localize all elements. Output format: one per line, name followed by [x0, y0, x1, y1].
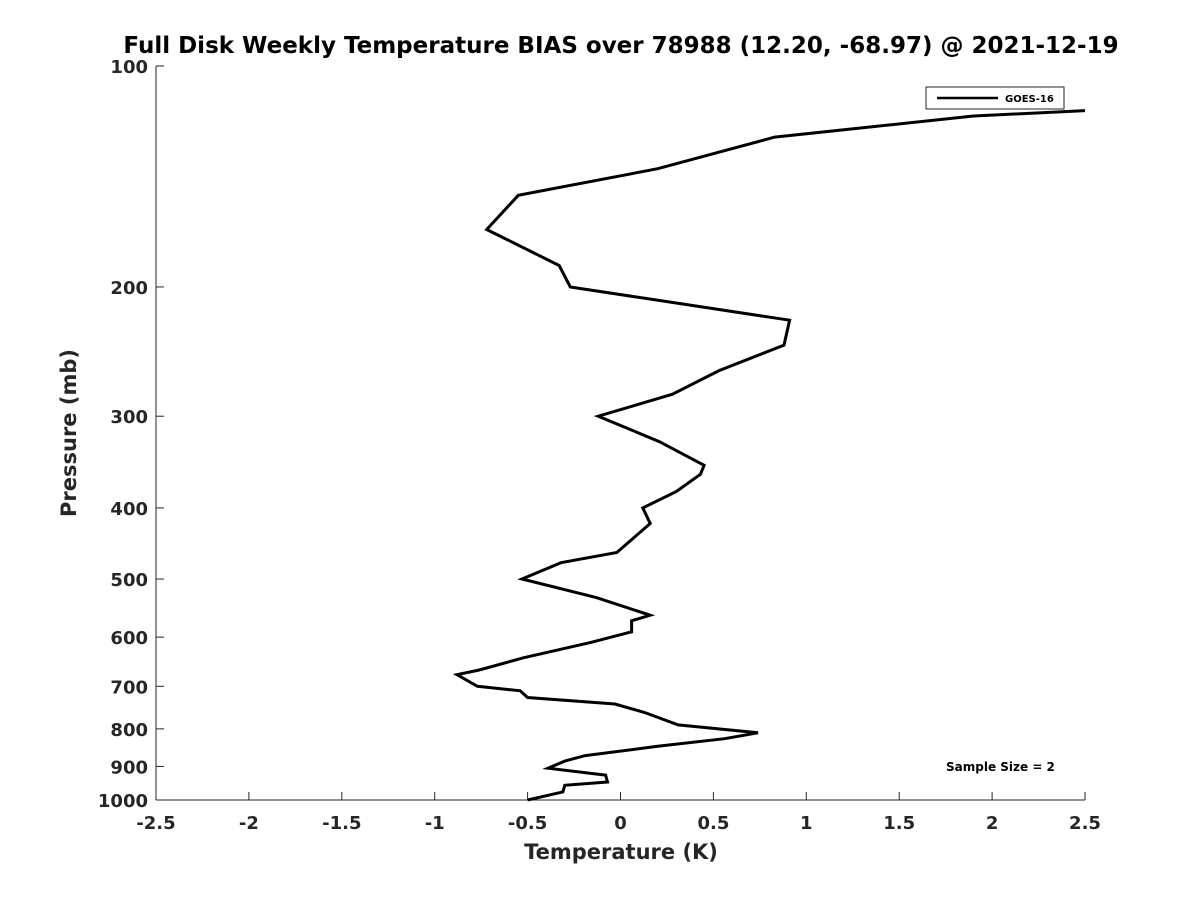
legend: GOES-16	[925, 86, 1065, 110]
x-tick-label: 0.5	[697, 813, 729, 834]
y-tick-label: 1000	[98, 791, 148, 812]
series-line-goes-16	[452, 109, 1086, 802]
y-tick-label: 100	[110, 57, 148, 78]
y-tick-label: 300	[110, 407, 148, 428]
x-tick-label: 1	[800, 813, 813, 834]
x-tick-label: 0	[614, 813, 627, 834]
y-tick-label: 200	[110, 278, 148, 299]
x-tick-label: -2.5	[136, 813, 175, 834]
series-layer	[452, 109, 1086, 802]
x-axis-label: Temperature (K)	[524, 840, 718, 864]
x-axis-ticks: -2.5 -2 -1.5 -1 -0.5 0 0.5 1 1.5 2 2.5	[136, 792, 1101, 834]
y-tick-label: 600	[110, 628, 148, 649]
x-tick-label: 1.5	[883, 813, 915, 834]
chart-title: Full Disk Weekly Temperature BIAS over 7…	[123, 33, 1118, 59]
y-tick-label: 500	[110, 570, 148, 591]
x-tick-label: 2	[986, 813, 999, 834]
y-tick-label: 800	[110, 720, 148, 741]
legend-label-goes-16: GOES-16	[1005, 94, 1054, 105]
x-tick-label: 2.5	[1069, 813, 1101, 834]
x-tick-label: -1.5	[322, 813, 361, 834]
plot-area	[156, 66, 1085, 800]
x-tick-label: -2	[239, 813, 259, 834]
sample-size-annotation: Sample Size = 2	[946, 760, 1055, 774]
y-axis-ticks: 100 200 300 400 500 600 700 800 900 1000	[98, 57, 164, 812]
y-tick-label: 700	[110, 677, 148, 698]
y-tick-label: 900	[110, 757, 148, 778]
y-axis-label: Pressure (mb)	[57, 349, 81, 517]
x-tick-label: -1	[425, 813, 445, 834]
x-tick-label: -0.5	[508, 813, 547, 834]
y-tick-label: 400	[110, 499, 148, 520]
